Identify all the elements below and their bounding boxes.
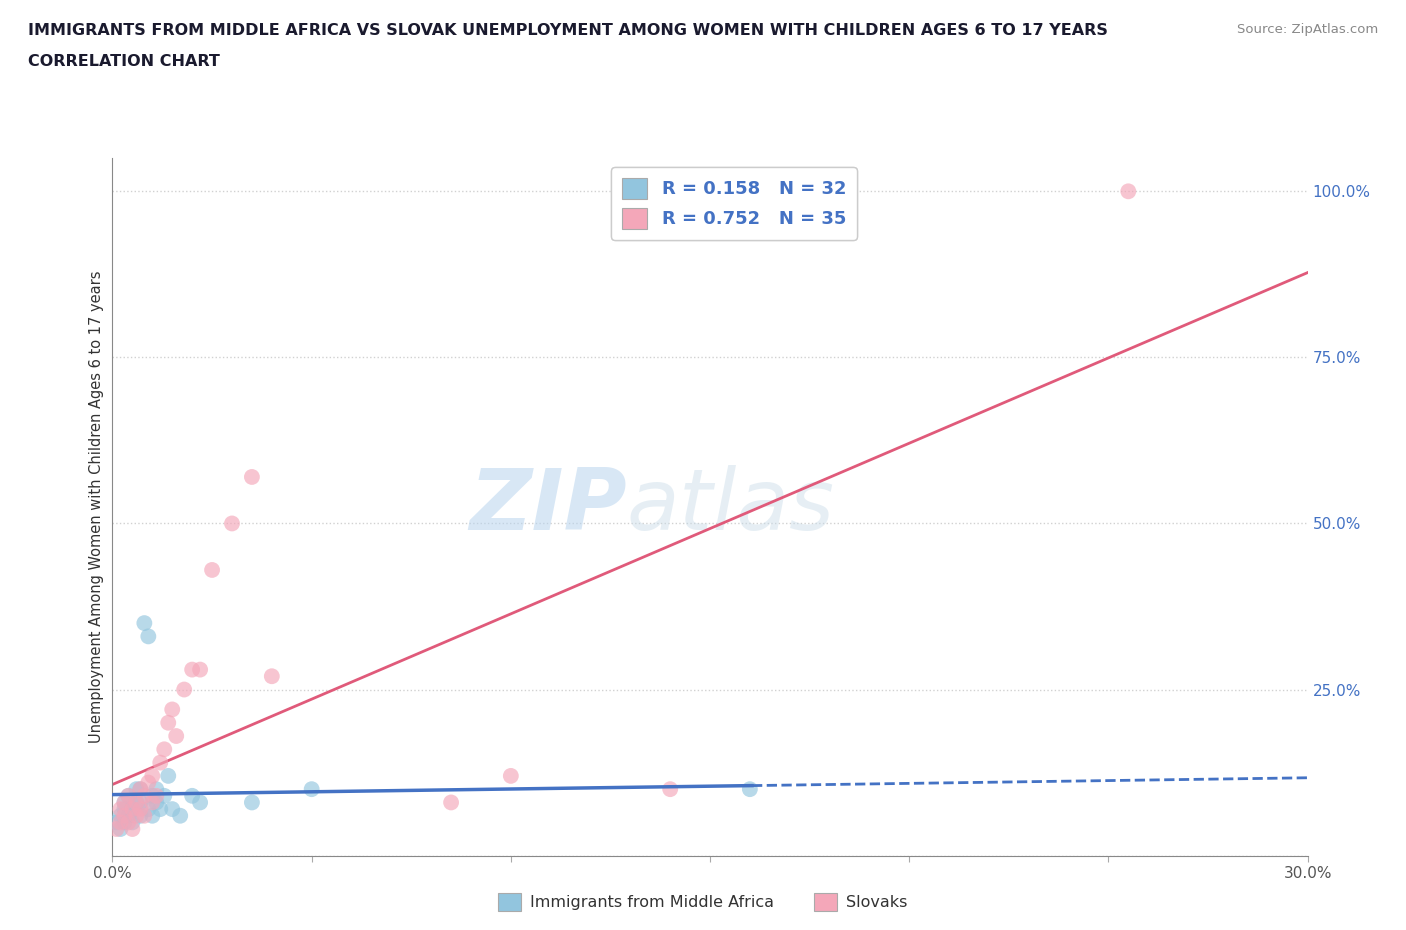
Immigrants from Middle Africa [169,808,191,823]
Immigrants from Middle Africa [145,782,167,797]
Immigrants from Middle Africa [105,815,128,830]
Slovaks [659,782,682,797]
Slovaks [117,789,139,804]
Slovaks [141,795,163,810]
Slovaks [188,662,211,677]
Immigrants from Middle Africa [129,782,152,797]
Immigrants from Middle Africa [738,782,761,797]
Slovaks [134,808,156,823]
Immigrants from Middle Africa [157,768,180,783]
Slovaks [153,742,176,757]
Slovaks [162,702,183,717]
Slovaks [240,470,263,485]
Immigrants from Middle Africa [153,789,176,804]
Slovaks [105,821,128,836]
Slovaks [129,802,152,817]
Immigrants from Middle Africa [125,795,148,810]
Immigrants from Middle Africa [114,795,135,810]
Slovaks [141,768,163,783]
Slovaks [165,728,187,743]
Slovaks [110,802,132,817]
Immigrants from Middle Africa [110,808,132,823]
Slovaks [173,682,195,697]
Immigrants from Middle Africa [129,795,152,810]
Slovaks [440,795,463,810]
Slovaks [145,789,167,804]
Slovaks [129,782,152,797]
Slovaks [125,795,148,810]
Immigrants from Middle Africa [141,808,163,823]
Immigrants from Middle Africa [149,802,172,817]
Immigrants from Middle Africa [141,789,163,804]
Immigrants from Middle Africa [121,815,143,830]
Immigrants from Middle Africa [138,802,160,817]
Slovaks [117,815,139,830]
Slovaks [121,821,143,836]
Slovaks [221,516,243,531]
Immigrants from Middle Africa [145,795,167,810]
Immigrants from Middle Africa [117,789,139,804]
Y-axis label: Unemployment Among Women with Children Ages 6 to 17 years: Unemployment Among Women with Children A… [89,271,104,743]
Immigrants from Middle Africa [125,782,148,797]
Slovaks [260,669,283,684]
Text: ZIP: ZIP [468,465,626,549]
Immigrants from Middle Africa [117,808,139,823]
Slovaks [138,775,160,790]
Immigrants from Middle Africa [114,815,135,830]
Immigrants from Middle Africa [138,629,160,644]
Legend: Immigrants from Middle Africa, Slovaks: Immigrants from Middle Africa, Slovaks [492,886,914,917]
Slovaks [149,755,172,770]
Immigrants from Middle Africa [188,795,211,810]
Immigrants from Middle Africa [301,782,323,797]
Slovaks [134,789,156,804]
Slovaks [121,802,143,817]
Immigrants from Middle Africa [162,802,183,817]
Slovaks [157,715,180,730]
Slovaks [110,815,132,830]
Slovaks [201,563,224,578]
Immigrants from Middle Africa [121,802,143,817]
Text: atlas: atlas [626,465,834,549]
Slovaks [181,662,204,677]
Immigrants from Middle Africa [181,789,204,804]
Slovaks [125,808,148,823]
Immigrants from Middle Africa [134,616,156,631]
Slovaks [114,808,135,823]
Immigrants from Middle Africa [114,802,135,817]
Immigrants from Middle Africa [129,808,152,823]
Immigrants from Middle Africa [240,795,263,810]
Immigrants from Middle Africa [110,821,132,836]
Slovaks [114,795,135,810]
Text: Source: ZipAtlas.com: Source: ZipAtlas.com [1237,23,1378,36]
Text: IMMIGRANTS FROM MIDDLE AFRICA VS SLOVAK UNEMPLOYMENT AMONG WOMEN WITH CHILDREN A: IMMIGRANTS FROM MIDDLE AFRICA VS SLOVAK … [28,23,1108,38]
Legend: R = 0.158   N = 32, R = 0.752   N = 35: R = 0.158 N = 32, R = 0.752 N = 35 [612,167,856,240]
Slovaks [1116,184,1139,199]
Slovaks [499,768,522,783]
Text: CORRELATION CHART: CORRELATION CHART [28,54,219,69]
